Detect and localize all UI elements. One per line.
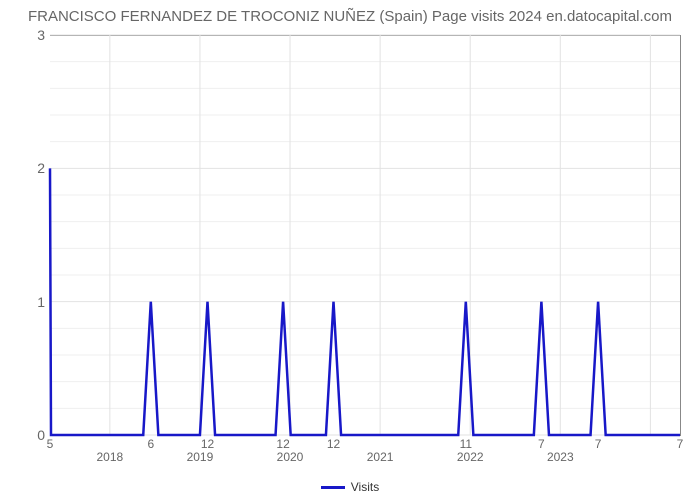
data-point-label: 11 (460, 437, 472, 451)
chart-svg (50, 35, 680, 435)
legend-swatch (321, 486, 345, 489)
chart-title: FRANCISCO FERNANDEZ DE TROCONIZ NUÑEZ (S… (0, 8, 700, 25)
y-tick-label: 0 (15, 427, 45, 443)
data-point-label: 12 (276, 437, 289, 451)
data-point-label: 12 (201, 437, 214, 451)
data-point-label: 7 (538, 437, 545, 451)
x-year-label: 2023 (547, 450, 574, 464)
y-tick-label: 3 (15, 27, 45, 43)
y-tick-label: 2 (15, 160, 45, 176)
data-point-label: 12 (327, 437, 340, 451)
data-point-label: 7 (595, 437, 602, 451)
x-year-label: 2021 (367, 450, 394, 464)
chart-container: FRANCISCO FERNANDEZ DE TROCONIZ NUÑEZ (S… (0, 0, 700, 500)
x-year-label: 2019 (187, 450, 214, 464)
data-point-label: 6 (147, 437, 154, 451)
legend-label: Visits (351, 480, 379, 494)
legend: Visits (0, 480, 700, 494)
x-year-label: 2018 (96, 450, 123, 464)
y-tick-label: 1 (15, 294, 45, 310)
x-year-label: 2020 (277, 450, 304, 464)
data-point-label: 5 (47, 437, 54, 451)
x-year-label: 2022 (457, 450, 484, 464)
data-point-label: 7 (677, 437, 684, 451)
